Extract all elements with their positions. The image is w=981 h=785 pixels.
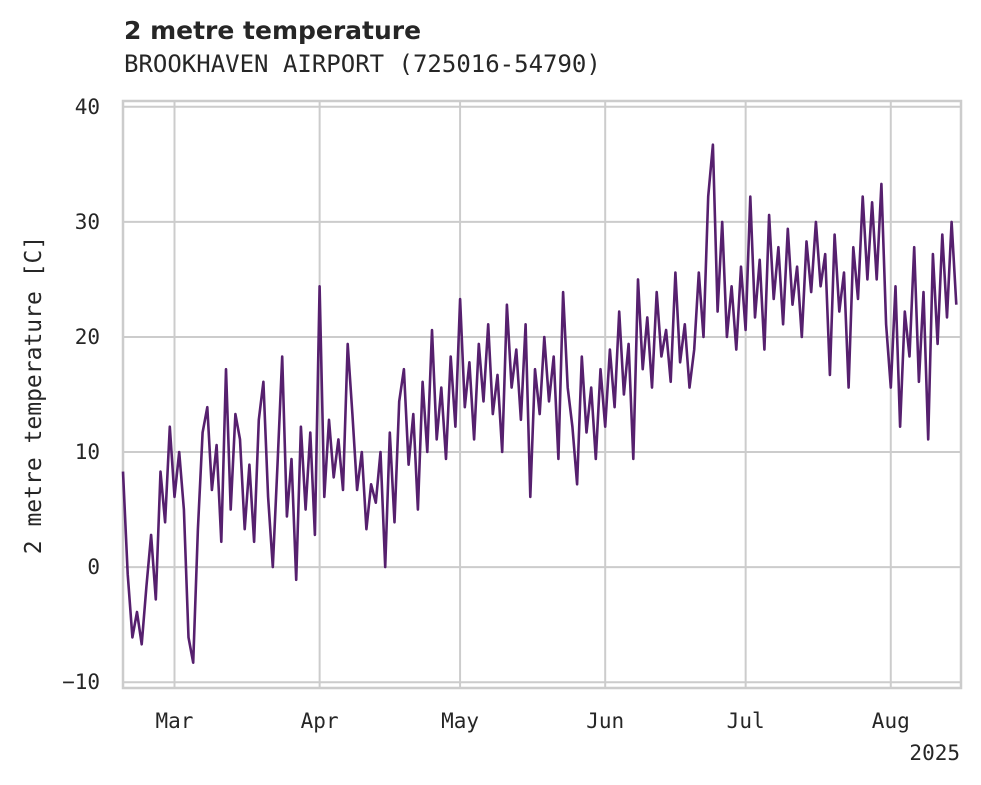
x-tick-label: Apr — [301, 709, 339, 733]
grid-lines — [123, 101, 961, 688]
series-group — [121, 143, 958, 664]
y-tick-label: 20 — [75, 325, 100, 349]
y-axis-label: 2 metre temperature [C] — [21, 236, 47, 555]
y-tick-label: 40 — [75, 95, 100, 119]
y-tick-label: 0 — [87, 555, 100, 579]
y-tick-label: 10 — [75, 440, 100, 464]
x-tick-label: May — [441, 709, 479, 733]
x-tick-label: Mar — [156, 709, 194, 733]
x-tick-label: Jun — [586, 709, 624, 733]
temperature-series-line — [121, 143, 958, 664]
plot-frame — [121, 99, 963, 690]
x-axis-year-label: 2025 — [909, 741, 960, 765]
chart-subtitle: BROOKHAVEN AIRPORT (725016-54790) — [124, 50, 601, 78]
chart-title: 2 metre temperature — [124, 16, 422, 45]
x-tick-label: Jul — [727, 709, 765, 733]
y-tick-label: 30 — [75, 210, 100, 234]
y-tick-labels: −10 0 10 20 30 40 — [62, 95, 100, 694]
y-tick-label: −10 — [62, 670, 100, 694]
x-tick-labels: Mar Apr May Jun Jul Aug — [156, 709, 910, 733]
x-tick-label: Aug — [872, 709, 910, 733]
